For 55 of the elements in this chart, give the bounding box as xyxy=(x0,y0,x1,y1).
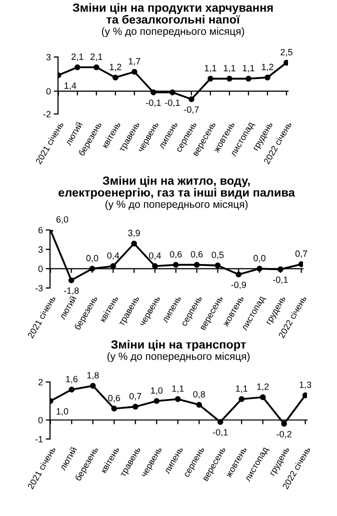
data-label: 1,1 xyxy=(242,65,254,72)
data-label: 3,9 xyxy=(128,230,140,238)
chart-title: Зміни цін на транспорт xyxy=(111,340,246,351)
data-label: 1,0 xyxy=(151,387,163,395)
data-label: 1,1 xyxy=(204,65,216,72)
data-label: -0,7 xyxy=(184,106,199,114)
data-label: 0,6 xyxy=(108,394,120,402)
y-tick-label: -1 xyxy=(35,436,43,442)
data-label: 0,7 xyxy=(295,250,308,258)
y-tick-label: 2 xyxy=(38,378,43,386)
data-label: 1,7 xyxy=(128,58,140,66)
data-label: 1,4 xyxy=(64,82,76,90)
data-label: 0,5 xyxy=(212,252,224,260)
y-tick-label: 0 xyxy=(38,416,43,424)
data-label: 6,0 xyxy=(56,216,68,224)
y-tick-label: 0 xyxy=(38,266,43,272)
chart-subtitle: (у % до попереднього місяця) xyxy=(107,352,250,362)
data-label: 2,1 xyxy=(72,54,84,61)
data-label: 1,2 xyxy=(262,64,274,72)
data-label: 0,7 xyxy=(129,392,142,400)
data-label: -0,9 xyxy=(231,282,246,290)
data-label: -0,1 xyxy=(146,100,161,107)
y-tick-label: 0 xyxy=(46,88,51,95)
data-label: 2,1 xyxy=(90,54,102,61)
data-label: 1,2 xyxy=(110,64,122,72)
y-tick-label: -3 xyxy=(35,284,43,292)
data-label: 1,0 xyxy=(56,408,68,416)
chart-title: Зміни цін на житло, воду, електроенергію, газ та інші види палива xyxy=(58,176,295,199)
chart-subtitle: (у % до попереднього місяця) xyxy=(102,27,244,37)
y-tick-label: 3 xyxy=(38,246,43,253)
data-label: -0,1 xyxy=(273,276,288,284)
data-label: 0,6 xyxy=(170,251,182,259)
y-tick-label: 3 xyxy=(46,54,51,60)
chart-title: Зміни цін на продукти харчування та безалкогольні напої xyxy=(72,3,273,24)
data-label: 1,8 xyxy=(87,372,99,380)
data-label: 1,1 xyxy=(172,385,184,393)
chart-subtitle: (у % до попереднього місяця) xyxy=(105,200,248,210)
data-label: 0,0 xyxy=(86,254,98,262)
data-label: 0,0 xyxy=(254,254,266,262)
data-label: 1,3 xyxy=(300,382,312,390)
data-label: 1,6 xyxy=(66,376,78,384)
data-label: 2,5 xyxy=(280,48,292,56)
y-tick-label: 6 xyxy=(38,226,43,234)
data-label: -0,1 xyxy=(212,429,228,437)
data-label: 1,2 xyxy=(257,383,269,391)
data-label: 0,4 xyxy=(107,252,120,260)
data-label: -0,1 xyxy=(165,100,180,107)
data-label: 0,4 xyxy=(149,252,161,260)
data-label: 1,1 xyxy=(224,65,236,72)
data-label: -0,2 xyxy=(276,430,292,438)
data-label: -1,8 xyxy=(64,287,79,295)
data-label: 0,6 xyxy=(190,251,203,259)
data-label: 0,8 xyxy=(193,391,205,399)
data-label: 1,1 xyxy=(236,385,248,393)
y-tick-label: -2 xyxy=(43,110,51,118)
